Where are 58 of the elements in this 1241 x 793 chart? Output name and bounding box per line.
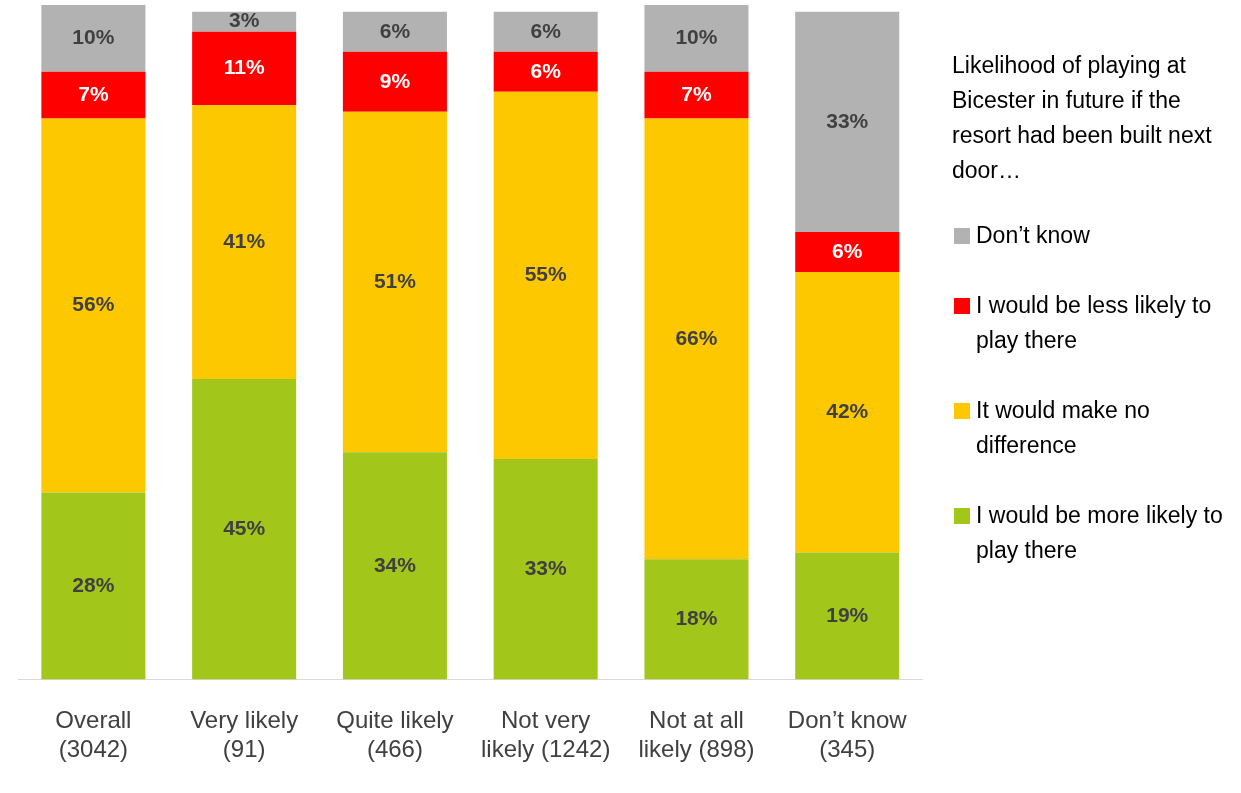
data-label: 3% <box>228 8 260 32</box>
x-tick-label: Quite likely (466) <box>336 706 454 763</box>
data-label: 18% <box>675 606 718 630</box>
data-label: 7% <box>78 81 109 105</box>
bar <box>795 232 900 273</box>
bar <box>342 452 447 680</box>
data-label: 7% <box>681 81 712 105</box>
data-label: 45% <box>223 515 266 539</box>
data-label: 9% <box>379 68 411 92</box>
legend-label: I would be less likely to play there <box>976 291 1213 355</box>
bar <box>644 559 749 680</box>
bar <box>41 71 146 119</box>
data-label: 6% <box>530 58 562 82</box>
bar <box>192 31 297 106</box>
data-label: 41% <box>223 228 266 252</box>
bar <box>795 11 900 233</box>
data-label: 10% <box>675 25 718 49</box>
bar <box>644 71 749 119</box>
bar <box>41 492 146 680</box>
data-label: 6% <box>832 238 863 262</box>
x-tick-label: Overall (3042) <box>55 706 132 763</box>
bar <box>342 111 447 453</box>
bar <box>493 459 598 680</box>
data-label: 56% <box>72 292 115 316</box>
legend-label: I would be more likely to play there <box>976 501 1224 565</box>
data-label: 55% <box>524 262 568 286</box>
data-label: 42% <box>826 399 869 423</box>
bar <box>342 51 447 112</box>
legend-label: It would make no difference <box>976 396 1151 460</box>
legend-title: Likelihood of playing at Bicester in future if the resort had been built next door… <box>952 51 1213 185</box>
legend-label: Don’t know <box>976 221 1090 250</box>
data-label: 19% <box>826 602 869 626</box>
bar <box>192 105 297 379</box>
bar <box>493 51 598 92</box>
bar <box>41 118 146 493</box>
bar <box>795 272 900 553</box>
x-tick-label: Not at all likely (898) <box>638 706 755 763</box>
x-tick-label: Very likely (91) <box>190 706 299 763</box>
data-label: 51% <box>373 268 417 292</box>
data-label: 33% <box>826 108 869 132</box>
data-label: 6% <box>379 18 411 42</box>
x-tick-label: Not very likely (1242) <box>480 706 611 763</box>
bar <box>493 11 598 52</box>
x-tick-label: Don’t know (345) <box>787 706 908 763</box>
bar <box>342 11 447 52</box>
data-label: 6% <box>530 18 562 42</box>
data-label: 34% <box>373 552 417 576</box>
bar <box>795 552 900 680</box>
data-label: 33% <box>524 556 568 580</box>
data-label: 10% <box>72 25 115 49</box>
bar <box>41 5 146 72</box>
bar <box>493 91 598 460</box>
bar <box>192 378 297 680</box>
data-label: 66% <box>675 325 718 349</box>
data-label: 11% <box>223 55 265 79</box>
bar <box>644 118 749 560</box>
data-label: 28% <box>72 572 115 596</box>
bar <box>644 5 749 72</box>
